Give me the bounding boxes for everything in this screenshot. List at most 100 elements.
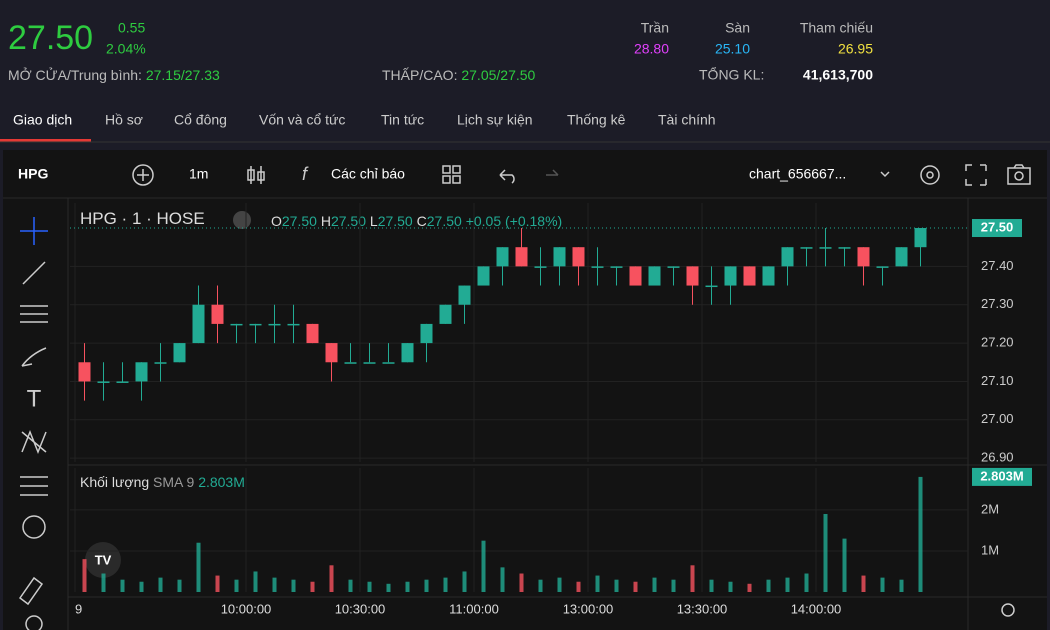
- candle-body: [325, 343, 338, 363]
- volume-bar: [728, 581, 733, 592]
- price-tag: 27.50: [981, 219, 1014, 234]
- add-icon: [137, 169, 149, 181]
- floor: 25.10: [715, 41, 750, 57]
- volume-bar: [348, 579, 353, 592]
- candle-body: [154, 362, 167, 364]
- ref: 26.95: [838, 41, 873, 57]
- chart-name[interactable]: chart_656667...: [749, 166, 846, 182]
- volume-bar: [918, 476, 923, 592]
- tab[interactable]: Vốn và cổ tức: [259, 112, 345, 128]
- fx-icon[interactable]: f: [302, 164, 309, 184]
- h-label: H: [321, 213, 331, 229]
- interval[interactable]: 1m: [189, 166, 208, 182]
- y-tick-label: 26.90: [981, 450, 1014, 465]
- tab[interactable]: Thống kê: [567, 112, 626, 128]
- tab[interactable]: Tài chính: [658, 112, 716, 128]
- candle-body: [173, 343, 186, 363]
- candle-body: [819, 247, 832, 249]
- tab[interactable]: Giao dịch: [13, 112, 72, 128]
- tab[interactable]: Tin tức: [381, 112, 424, 128]
- redo-icon[interactable]: [546, 169, 559, 176]
- settings-icon[interactable]: [920, 165, 940, 185]
- x-tick-label: 9: [75, 601, 82, 616]
- volume-bar: [253, 571, 258, 592]
- tab[interactable]: Lịch sự kiện: [457, 112, 533, 128]
- candle-body: [914, 228, 927, 248]
- collapse-icon[interactable]: [233, 211, 251, 229]
- change-pct: 2.04%: [106, 41, 146, 57]
- y-tick-label: 27.40: [981, 258, 1014, 273]
- total-volume: 41,613,700: [803, 67, 873, 83]
- volume-tag: 2.803M: [980, 468, 1023, 483]
- volume-bar: [747, 583, 752, 592]
- zoom-tool[interactable]: [25, 615, 43, 630]
- sep: /: [496, 67, 500, 83]
- volume-bar: [652, 577, 657, 592]
- candle-body: [553, 247, 566, 267]
- candle-body: [268, 323, 281, 326]
- emoji-tool[interactable]: [22, 515, 46, 539]
- tab[interactable]: Hồ sơ: [105, 112, 143, 128]
- volume-bar: [861, 575, 866, 592]
- candle-body: [382, 362, 395, 364]
- floor-label: Sàn: [725, 20, 750, 36]
- layout-icon[interactable]: [442, 165, 461, 184]
- dropdown-icon[interactable]: [880, 171, 890, 178]
- fullscreen-icon[interactable]: [965, 164, 987, 186]
- tab-underline: [0, 139, 91, 142]
- text-tool[interactable]: T: [27, 385, 42, 412]
- camera-icon[interactable]: [1007, 164, 1031, 185]
- brush-tool[interactable]: [21, 347, 47, 367]
- ohlc-legend: O27.50 H27.50 L27.50 C27.50 +0.05 (+0.18…: [271, 213, 562, 229]
- line-tool[interactable]: [22, 261, 46, 285]
- candle-body: [496, 247, 509, 267]
- volume-bar: [690, 565, 695, 592]
- candle-body: [401, 343, 414, 363]
- candle-body: [895, 247, 908, 267]
- add-icon[interactable]: [132, 164, 154, 186]
- volume-label: TỔNG KL:: [699, 66, 764, 83]
- volume-bar: [272, 577, 277, 592]
- open-label: MỞ CỬA/Trung bình:: [8, 66, 142, 83]
- volume-tick-label: 1M: [981, 542, 999, 557]
- symbol[interactable]: HPG: [18, 166, 48, 182]
- pattern-tool[interactable]: [21, 429, 47, 455]
- axis-settings[interactable]: [1001, 603, 1015, 617]
- o: 27.50: [282, 213, 317, 229]
- candle-body: [116, 381, 129, 383]
- fib-tool[interactable]: [20, 305, 48, 323]
- volume-bar: [424, 579, 429, 592]
- ruler-tool[interactable]: [18, 576, 44, 606]
- candle-body: [249, 323, 262, 326]
- open-row: MỞ CỬA/Trung bình: 27.15/27.33: [8, 66, 220, 83]
- open: 27.15: [146, 67, 181, 83]
- sma-value: 2.803M: [198, 474, 245, 490]
- candle-body: [629, 266, 642, 286]
- legend-change: +0.05 (+0.18%): [466, 213, 563, 229]
- undo-icon[interactable]: [499, 169, 515, 184]
- forecast-tool[interactable]: [20, 476, 48, 496]
- volume-bar: [538, 579, 543, 592]
- candle-body: [743, 266, 756, 286]
- volume-bar: [462, 571, 467, 592]
- y-tick-label: 27.00: [981, 411, 1014, 426]
- x-tick-label: 11:00:00: [449, 601, 499, 616]
- avg: 27.33: [185, 67, 220, 83]
- ref-label: Tham chiếu: [800, 20, 873, 36]
- settings-icon: [926, 171, 934, 179]
- sma: SMA 9: [153, 474, 194, 490]
- indicators[interactable]: Các chỉ báo: [331, 166, 405, 182]
- volume-bar: [101, 573, 106, 592]
- x-tick-label: 10:30:00: [335, 601, 386, 616]
- candle-icon[interactable]: [247, 166, 265, 184]
- crosshair-tool[interactable]: [20, 217, 48, 245]
- candle-body: [857, 247, 870, 267]
- volume-bar: [709, 579, 714, 592]
- volume-bar: [671, 579, 676, 592]
- candle-body: [781, 247, 794, 267]
- volume-bar: [443, 577, 448, 592]
- volume-name: Khối lượng: [80, 474, 149, 490]
- tab[interactable]: Cổ đông: [174, 112, 227, 128]
- candle-body: [515, 247, 528, 267]
- volume-bar: [576, 581, 581, 592]
